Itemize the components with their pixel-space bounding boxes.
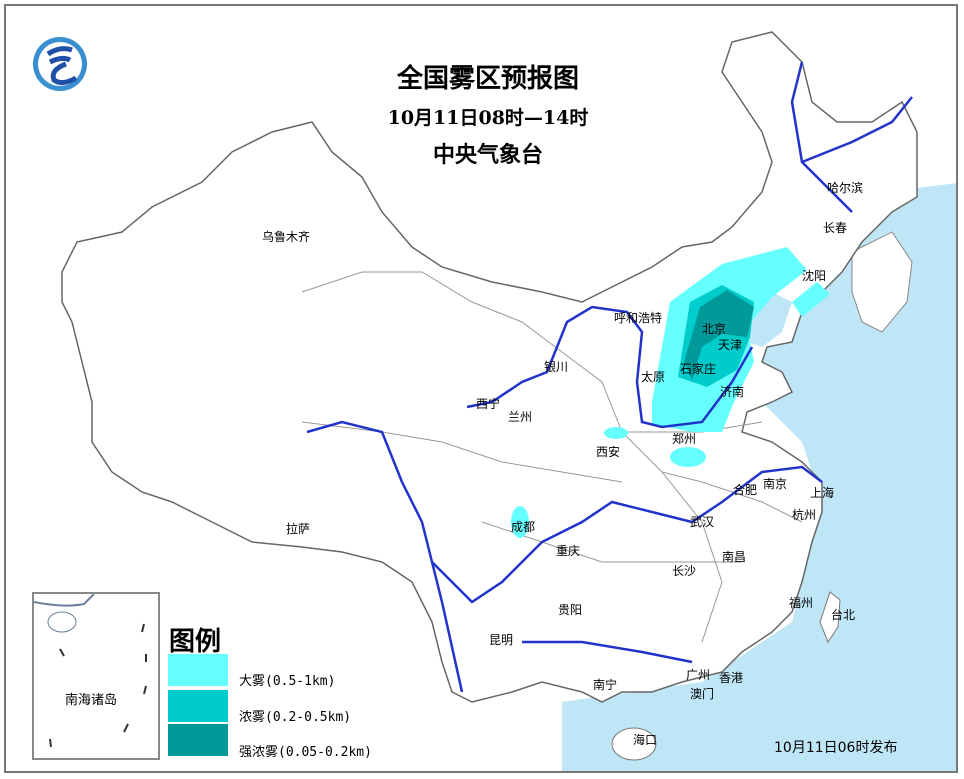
city-label: 南京 [763,477,788,491]
city-label: 西宁 [476,397,501,411]
map-frame: 全国雾区预报图 10月11日08时—14时 中央气象台 乌鲁木齐 拉萨 西宁 兰… [4,4,958,773]
city-label: 上海 [810,486,835,500]
fog-light-shaanxi [604,427,628,439]
city-label: 银川 [544,360,569,374]
city-label: 福州 [789,596,814,610]
legend-label: 强浓雾(0.05-0.2km) [239,745,372,760]
city-label: 广州 [686,668,711,682]
city-label: 济南 [720,385,745,399]
fog-dense [684,290,754,380]
legend-swatch-dense-fog [168,690,228,722]
city-label: 合肥 [733,483,758,497]
city-label: 拉萨 [286,522,311,536]
city-label: 太原 [641,370,666,384]
legend-title: 图例 [169,627,222,657]
city-label: 南宁 [593,678,618,692]
city-label: 重庆 [556,544,581,558]
ocean [562,183,956,771]
city-label: 贵阳 [558,603,583,617]
legend-label: 大雾(0.5-1km) [239,674,336,689]
city-label: 长春 [823,221,848,235]
city-label: 石家庄 [680,362,717,376]
china-map [6,6,956,771]
city-label: 北京 [702,322,727,336]
forecast-period: 10月11日08时—14时 [387,107,589,129]
city-label: 乌鲁木齐 [262,230,311,244]
city-label: 郑州 [672,432,697,446]
legend-swatch-light-fog [168,654,228,686]
legend-swatch-heavy-fog [168,724,228,756]
city-label: 香港 [719,671,744,685]
legend-label: 浓雾(0.2-0.5km) [239,710,352,725]
map-title: 全国雾区预报图 [396,64,579,94]
city-label: 西安 [596,445,621,459]
city-label: 沈阳 [802,269,827,283]
hainan-island [611,727,657,761]
city-label: 昆明 [489,633,514,647]
china-outline [61,31,918,703]
rivers [306,61,913,693]
city-label: 天津 [718,338,743,352]
taiwan-island [819,591,841,644]
city-label: 呼和浩特 [614,311,663,325]
south-china-sea-inset: 南海诸岛 [32,592,160,760]
korea-peninsula [851,231,913,333]
province-borders [301,271,803,643]
city-label: 台北 [831,608,856,622]
city-label: 武汉 [690,515,715,529]
fog-light-henan [670,447,706,467]
city-label: 成都 [511,520,536,534]
city-label: 哈尔滨 [827,181,864,195]
cma-logo [33,37,87,91]
issuer: 中央气象台 [432,142,543,168]
city-label: 杭州 [792,508,817,522]
city-label: 南昌 [722,550,747,564]
issue-time: 10月11日06时发布 [774,740,898,756]
city-label: 海口 [633,733,658,747]
fog-light-ne [792,282,830,317]
inset-map [33,593,147,748]
city-label: 兰州 [508,410,533,424]
city-label: 澳门 [690,687,715,701]
city-label: 长沙 [672,564,697,578]
inset-label: 南海诸岛 [65,693,118,708]
fog-light-chengdu [511,506,529,538]
